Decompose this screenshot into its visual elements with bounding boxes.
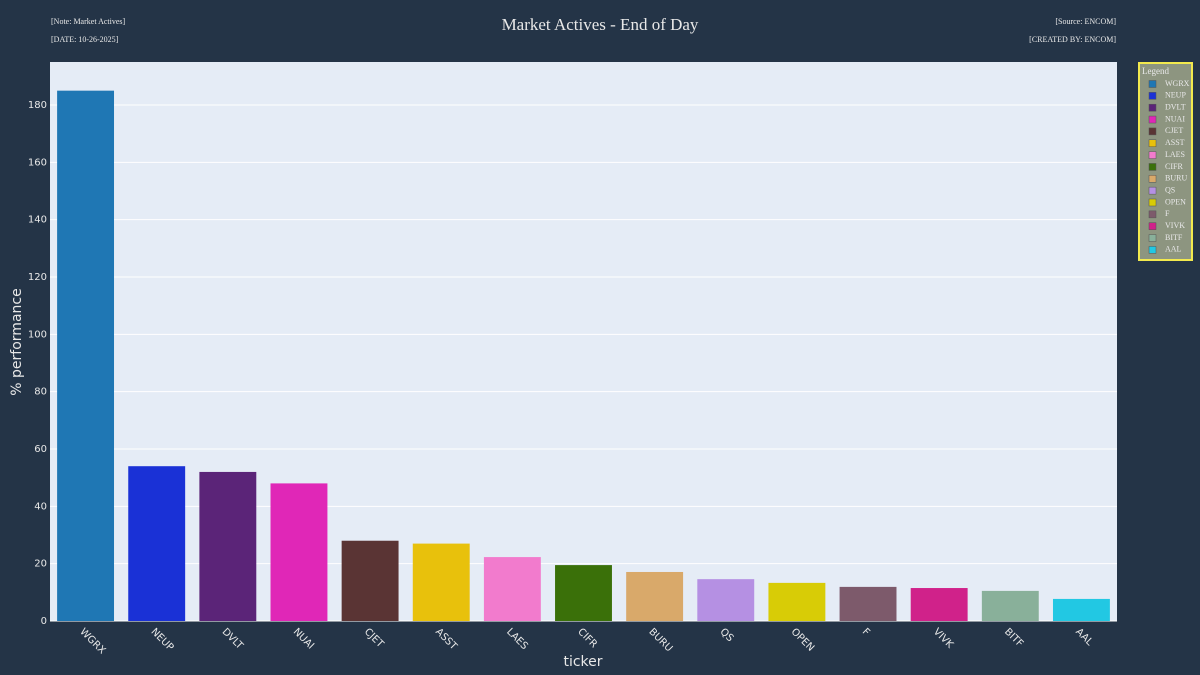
bar: [910, 588, 968, 621]
legend-label: BURU: [1165, 174, 1187, 183]
y-tick-label: 160: [28, 157, 47, 168]
legend-label: NUAI: [1165, 114, 1185, 123]
x-tick-label: BITF: [1002, 626, 1025, 649]
bar: [270, 483, 328, 621]
legend-label: OPEN: [1165, 197, 1186, 206]
chart-title: Market Actives - End of Day: [502, 15, 699, 34]
x-tick-label: DVLT: [220, 626, 246, 652]
y-tick-label: 100: [28, 329, 47, 340]
y-tick-label: 40: [34, 501, 47, 512]
x-tick-label: AAL: [1073, 626, 1095, 648]
y-tick-label: 60: [34, 444, 47, 455]
legend-box: [1138, 62, 1193, 261]
x-tick-label: WGRX: [77, 626, 107, 656]
note: [Note: Market Actives]: [51, 17, 126, 26]
legend-swatch: [1148, 234, 1157, 242]
y-tick-label: 20: [34, 559, 47, 570]
legend-swatch: [1148, 210, 1157, 219]
legend-label: ASST: [1165, 138, 1185, 147]
bar: [839, 586, 897, 621]
legend-swatch: [1148, 127, 1157, 136]
legend-swatch: [1148, 103, 1157, 112]
y-tick-label: 140: [28, 215, 47, 226]
bar: [626, 571, 684, 621]
legend-label: DVLT: [1165, 103, 1186, 112]
y-tick-label: 120: [28, 272, 47, 283]
bar: [57, 90, 115, 621]
legend-swatch: [1148, 175, 1157, 183]
legend-swatch: [1148, 198, 1157, 207]
legend-swatch: [1148, 115, 1157, 124]
legend-label: QS: [1165, 185, 1175, 194]
legend-label: NEUP: [1165, 91, 1186, 100]
bar: [341, 540, 399, 621]
legend-label: CIFR: [1165, 162, 1183, 171]
bar: [981, 590, 1039, 621]
x-tick-label: CIFR: [575, 626, 599, 650]
bar: [555, 565, 612, 621]
x-axis-label: ticker: [563, 654, 602, 670]
y-axis-label: % performance: [9, 288, 25, 395]
x-tick-label: OPEN: [789, 626, 816, 653]
legend-swatch: [1148, 80, 1157, 88]
legend-title: Legend: [1142, 66, 1169, 76]
legend-swatch: [1148, 92, 1157, 100]
legend-swatch: [1148, 222, 1157, 230]
source: [Source: ENCOM]: [1055, 17, 1116, 26]
created-by: [CREATED BY: ENCOM]: [1029, 35, 1116, 44]
x-tick-label: LAES: [504, 626, 530, 652]
legend-label: F: [1165, 209, 1170, 218]
x-tick-label: BURU: [646, 626, 674, 654]
x-tick-label: QS: [718, 626, 736, 644]
bar: [768, 582, 826, 621]
bar: [1052, 598, 1110, 621]
x-tick-label: NEUP: [148, 626, 175, 653]
bar: [483, 557, 541, 621]
bar: [412, 543, 470, 621]
y-tick-label: 180: [28, 100, 47, 111]
legend-swatch: [1148, 151, 1157, 159]
bar: [697, 579, 755, 621]
legend-swatch: [1148, 163, 1157, 171]
x-tick-label: CJET: [362, 626, 386, 650]
legend-label: VIVK: [1165, 221, 1185, 230]
legend-label: AAL: [1165, 245, 1182, 254]
x-tick-label: ASST: [433, 626, 460, 653]
x-tick-label: VIVK: [931, 626, 955, 650]
date: [DATE: 10-26-2025]: [51, 35, 119, 44]
legend-label: CJET: [1165, 126, 1183, 135]
bar: [199, 471, 257, 621]
x-tick-label: NUAI: [291, 626, 316, 651]
legend-swatch: [1148, 186, 1157, 195]
x-tick-label: F: [860, 626, 872, 638]
legend-label: BITF: [1165, 233, 1183, 242]
y-tick-label: 0: [41, 616, 47, 627]
y-tick-label: 80: [34, 387, 47, 398]
legend-label: LAES: [1165, 150, 1185, 159]
bar: [128, 466, 186, 621]
legend-swatch: [1148, 246, 1157, 254]
legend-swatch: [1148, 139, 1157, 147]
legend-label: WGRX: [1165, 79, 1190, 88]
